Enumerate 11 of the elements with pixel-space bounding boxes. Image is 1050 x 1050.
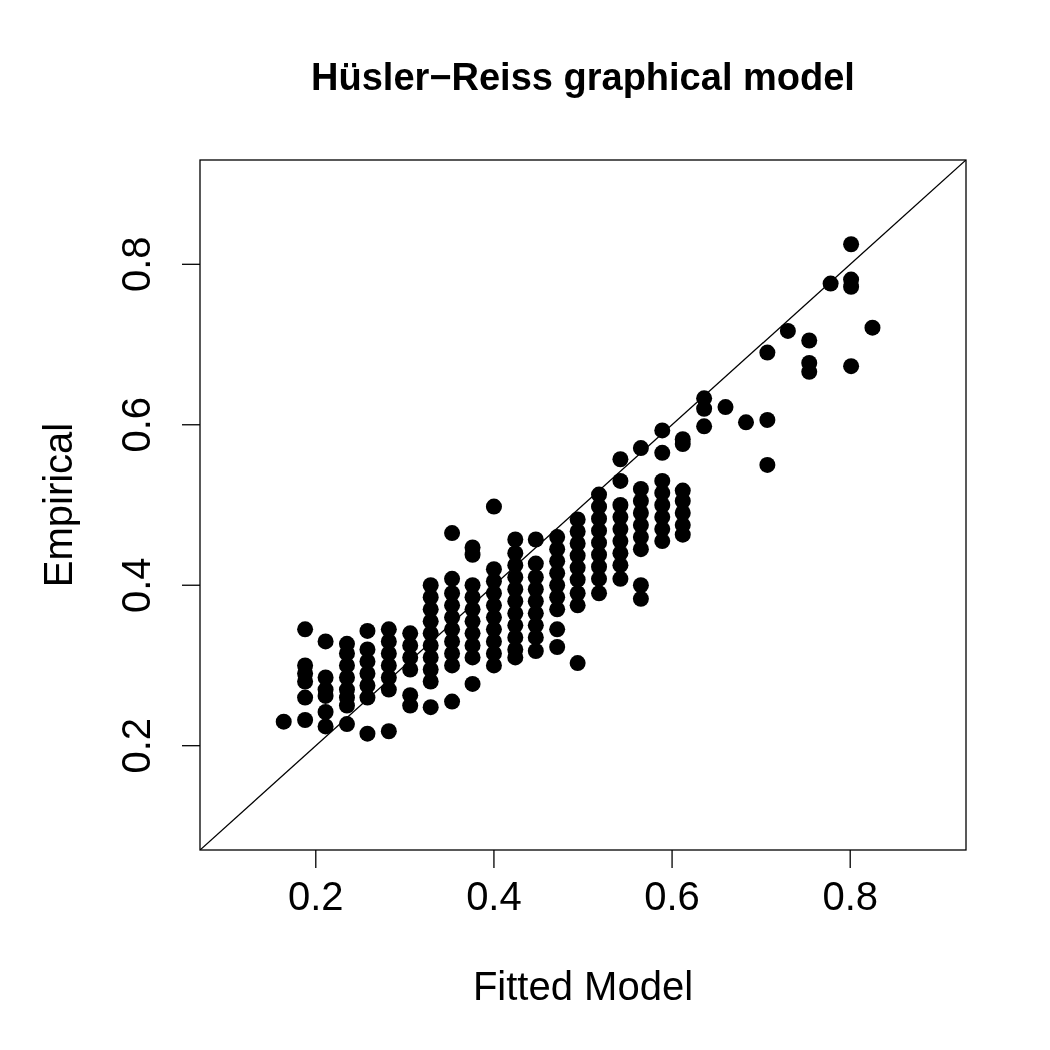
- x-tick-label: 0.4: [466, 874, 522, 918]
- y-tick-label: 0.8: [114, 236, 158, 293]
- y-tick-label: 0.4: [114, 557, 158, 614]
- x-axis-title: Fitted Model: [472, 964, 694, 1008]
- x-tick-label: 0.8: [822, 874, 879, 918]
- x-tick-label: 0.6: [644, 874, 700, 918]
- x-tick-label: 0.2: [287, 874, 344, 918]
- y-axis-title: Empirical: [36, 422, 80, 588]
- chart-title: Hüsler−Reiss graphical model: [311, 56, 855, 98]
- y-tick-label: 0.6: [114, 396, 158, 453]
- y-tick-label: 0.2: [114, 717, 158, 774]
